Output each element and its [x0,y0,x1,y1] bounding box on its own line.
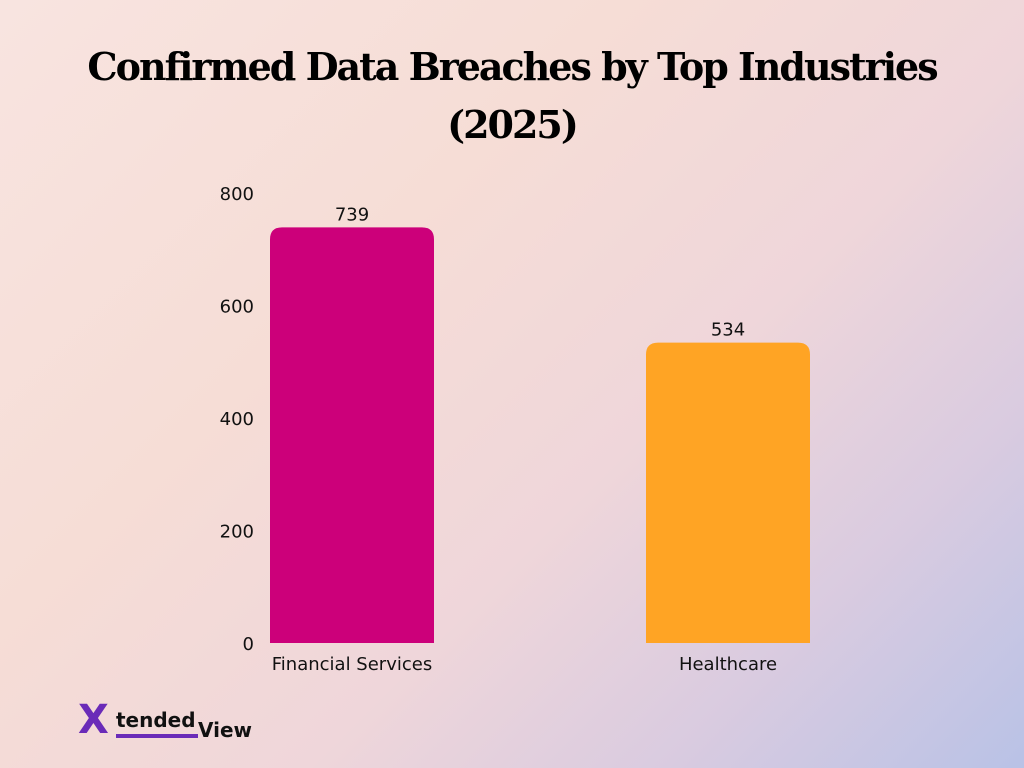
bar-healthcare [646,342,810,643]
category-label: Financial Services [272,654,432,675]
xtendedview-logo: X tended View [78,700,278,746]
logo-view-text: View [198,718,253,742]
y-axis-ticks: 0 200 400 600 800 [220,184,254,655]
category-labels: Financial Services Healthcare [272,654,777,675]
logo-tended-text: tended [116,708,196,732]
value-label: 739 [335,204,369,225]
y-tick-label: 800 [220,184,254,205]
y-tick-label: 200 [220,522,254,543]
bar-financial-services [270,227,434,643]
chart-title: Confirmed Data Breaches by Top Industrie… [0,38,1024,154]
value-labels: 739 534 [335,204,745,340]
logo-underline [116,734,198,738]
y-tick-label: 400 [220,409,254,430]
category-label: Healthcare [679,654,777,675]
chart-title-line-2: (2025) [447,102,579,147]
value-label: 534 [711,320,745,341]
bars [270,227,810,643]
y-tick-label: 600 [220,297,254,318]
chart-title-line-1: Confirmed Data Breaches by Top Industrie… [87,44,938,89]
y-tick-label: 0 [243,634,254,655]
logo-x-letter: X [78,697,109,743]
logo-x-mark: X [78,697,109,743]
